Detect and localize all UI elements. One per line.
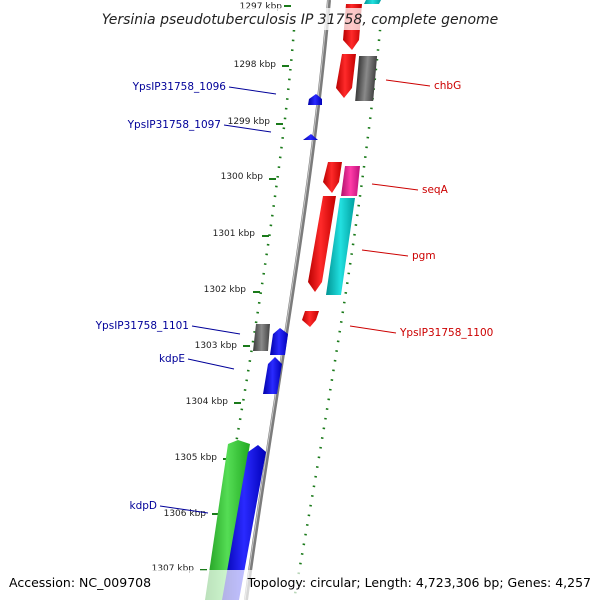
label-YpsIP31758_1097: YpsIP31758_1097: [127, 119, 221, 131]
gene-1097-blue: [303, 134, 318, 140]
topology-text: Topology: circular; Length: 4,723,306 bp…: [247, 575, 591, 590]
gene-kdpD-blue: [222, 445, 266, 600]
reverse-strand-genes: [302, 0, 381, 327]
kbp-label-1300: 1300 kbp: [221, 172, 264, 182]
forward-strand-genes: [205, 94, 322, 600]
label-YpsIP31758_1096: YpsIP31758_1096: [132, 81, 227, 93]
kbp-label-1301: 1301 kbp: [213, 229, 256, 239]
kbp-label-1307: 1307 kbp: [152, 564, 195, 574]
gene-kdpE-blue-upper: [270, 328, 288, 355]
gene-chbG-red: [336, 54, 356, 98]
kbp-label-1305: 1305 kbp: [175, 453, 218, 463]
gene-kdpE-blue: [263, 357, 282, 394]
label-seqA: seqA: [422, 184, 449, 196]
accession-text: Accession: NC_009708: [9, 575, 151, 590]
label-pgm: pgm: [412, 250, 436, 262]
gene-1100-red: [302, 311, 319, 327]
gene-kdpD-green: [205, 440, 250, 600]
inner-tick-rail: [292, 19, 383, 600]
gene-1096-blue: [308, 94, 322, 105]
kbp-label-1304: 1304 kbp: [186, 397, 229, 407]
kbp-label-1299: 1299 kbp: [228, 117, 271, 127]
label-YpsIP31758_1101: YpsIP31758_1101: [95, 320, 189, 332]
gene-1101-gray: [253, 324, 270, 351]
left-labels: YpsIP31758_1096 YpsIP31758_1097 YpsIP317…: [95, 81, 277, 514]
gene-cyan-top: [364, 0, 381, 4]
gene-pgm-cyan: [326, 198, 355, 295]
gene-seqA-red: [323, 162, 342, 193]
kbp-scale: 1297 kbp 1298 kbp 1299 kbp 1300 kbp 1301…: [152, 2, 291, 574]
gene-seqA-pink: [341, 166, 360, 196]
label-kdpE: kdpE: [159, 353, 185, 365]
label-YpsIP31758_1100: YpsIP31758_1100: [399, 327, 493, 339]
kbp-label-1298: 1298 kbp: [234, 60, 277, 70]
label-chbG: chbG: [434, 80, 461, 92]
kbp-label-1303: 1303 kbp: [195, 341, 238, 351]
kbp-label-1306: 1306 kbp: [164, 509, 207, 519]
genome-backbone: [244, 0, 331, 600]
gene-chbG-gray: [355, 56, 378, 101]
map-title: Yersinia pseudotuberculosis IP 31758, co…: [102, 12, 499, 28]
gene-pgm-red: [308, 196, 336, 292]
genome-backbone-highlight: [244, 0, 329, 600]
right-labels: chbG seqA pgm YpsIP31758_1100: [349, 79, 493, 339]
kbp-label-1297: 1297 kbp: [240, 2, 283, 12]
kbp-label-1302: 1302 kbp: [204, 285, 247, 295]
label-kdpD: kdpD: [130, 500, 158, 512]
